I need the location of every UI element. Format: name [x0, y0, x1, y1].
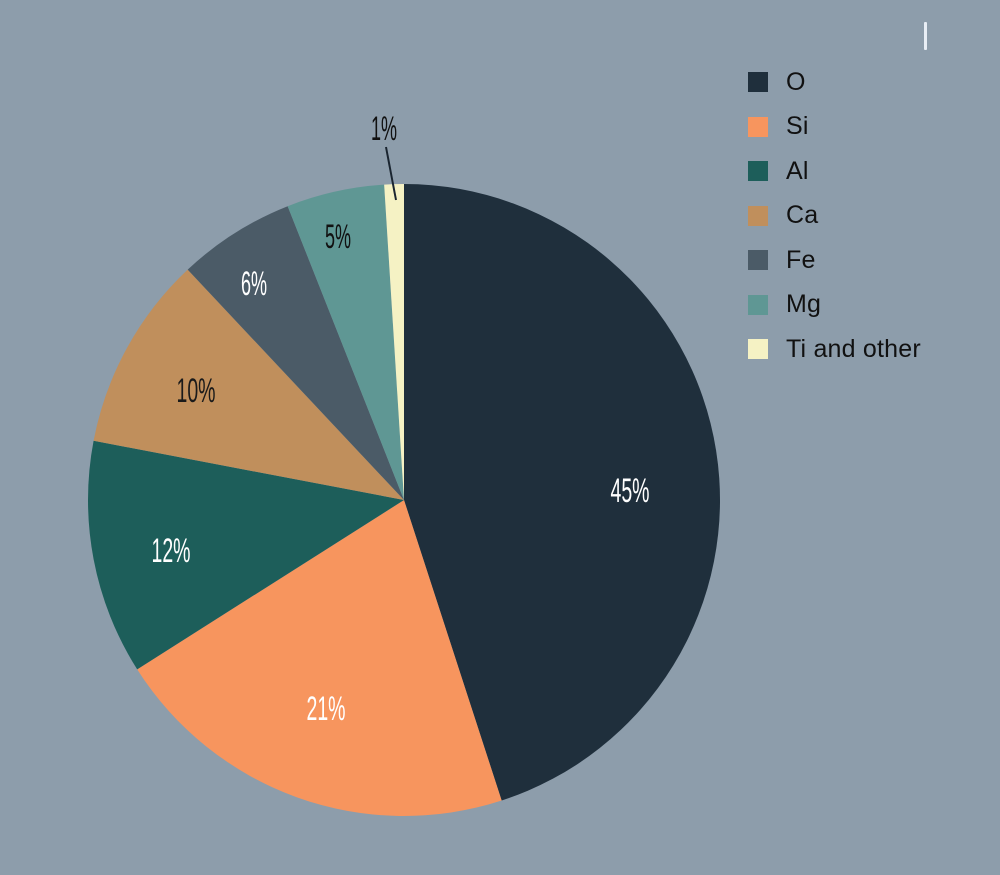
pie-slice-ca [93, 269, 404, 500]
legend-item-si: Si [748, 105, 921, 150]
slice-label-mg: 5% [325, 218, 351, 256]
text-cursor-mark [924, 22, 927, 50]
legend-label: O [786, 67, 806, 96]
legend-item-mg: Mg [748, 283, 921, 328]
pie-slice-al [88, 440, 404, 670]
slice-label-si: 21% [307, 690, 346, 728]
legend-swatch-icon [748, 161, 768, 182]
legend-swatch-icon [748, 250, 768, 271]
pie-slices [88, 184, 721, 817]
legend-item-o: O [748, 60, 921, 105]
legend-item-ti-and-other: Ti and other [748, 327, 921, 372]
legend-label: Al [786, 156, 809, 185]
legend-swatch-icon [748, 72, 768, 93]
legend-label: Mg [786, 290, 822, 319]
legend-item-al: Al [748, 149, 921, 194]
leader-line [385, 146, 397, 201]
legend-label: Si [786, 112, 809, 141]
slice-label-al: 12% [152, 532, 191, 570]
pie-slice-fe [187, 206, 404, 501]
legend-label: Ti and other [786, 334, 921, 363]
legend-item-ca: Ca [748, 194, 921, 239]
pie-slice-si [137, 500, 502, 817]
pie-slice-ti-and-other [384, 184, 404, 500]
slice-label-fe: 6% [241, 265, 267, 303]
legend-swatch-icon [748, 339, 768, 360]
pie-labels: 45% 21% 12% 10% 6% 5% 1% [152, 110, 650, 728]
legend-swatch-icon [748, 205, 768, 226]
slice-label-ti-and-other: 1% [371, 110, 397, 148]
pie-slice-mg [287, 184, 404, 501]
pie-slice-o [404, 184, 721, 801]
legend-swatch-icon [748, 294, 768, 315]
slice-label-ca: 10% [177, 372, 216, 410]
legend-item-fe: Fe [748, 238, 921, 283]
legend: O Si Al Ca Fe Mg Ti and other [748, 60, 921, 372]
legend-swatch-icon [748, 116, 768, 137]
slice-label-o: 45% [611, 472, 650, 510]
legend-label: Fe [786, 245, 816, 274]
legend-label: Ca [786, 201, 819, 230]
